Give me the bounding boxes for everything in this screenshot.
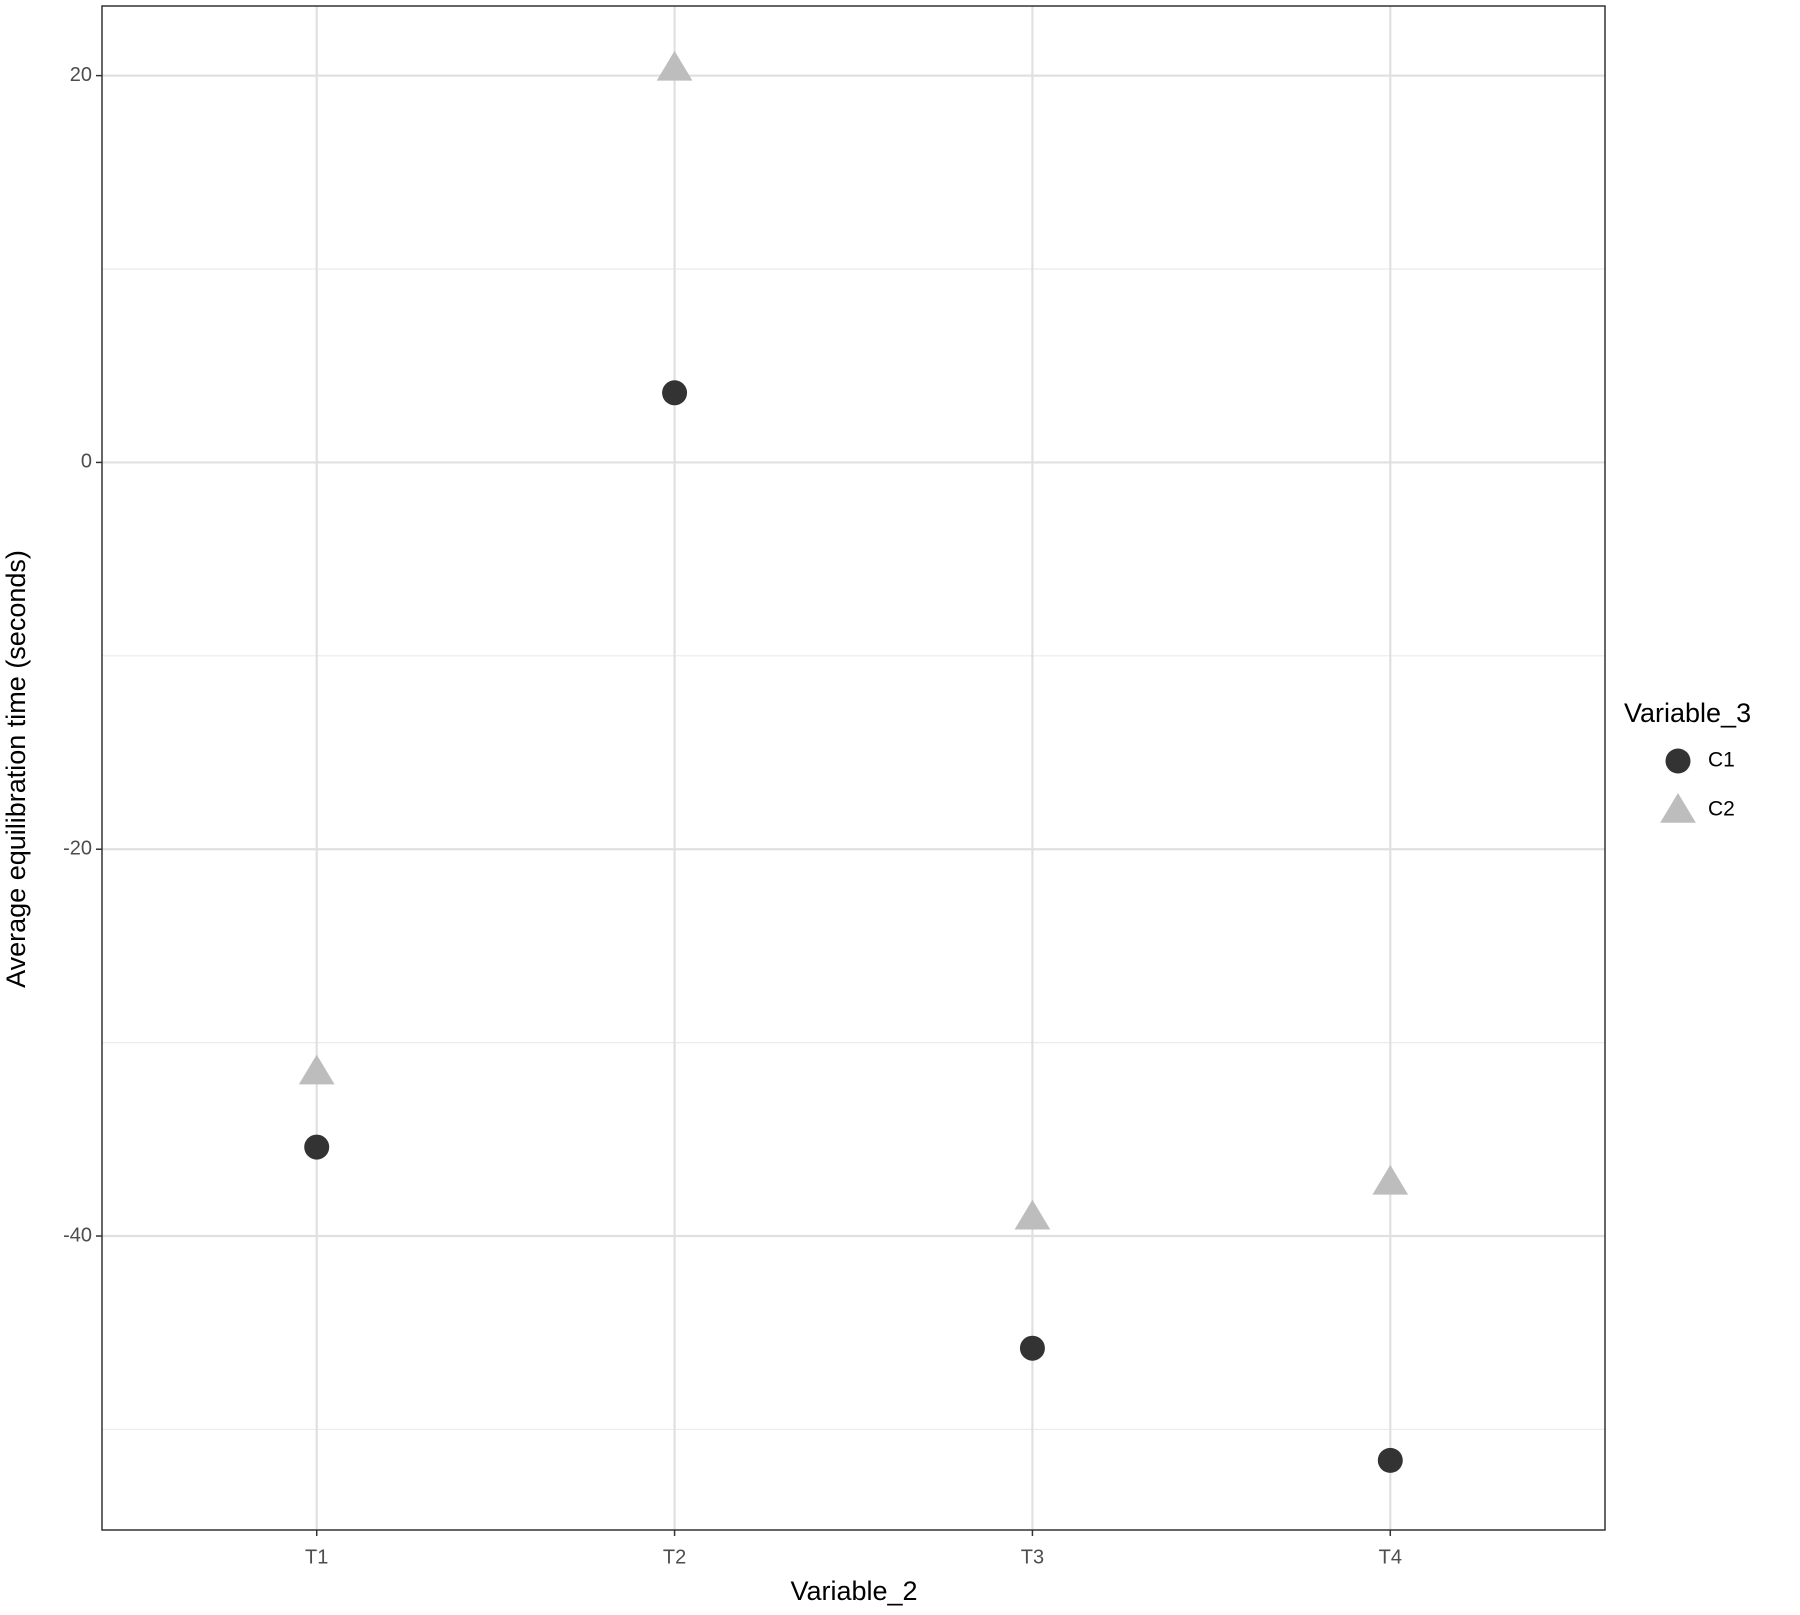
- point: [1377, 1447, 1403, 1473]
- legend-symbol: [1665, 748, 1691, 774]
- x-tick-label: T3: [1021, 1546, 1044, 1568]
- point: [1372, 1164, 1409, 1195]
- legend-label: C2: [1708, 798, 1735, 821]
- y-tick-label: -40: [63, 1224, 92, 1246]
- point: [656, 50, 693, 81]
- x-tick-label: T1: [305, 1546, 328, 1568]
- y-tick-label: -20: [63, 838, 92, 860]
- x-axis-title: Variable_2: [790, 1576, 917, 1606]
- point: [1019, 1335, 1045, 1361]
- legend-title: Variable_3: [1624, 698, 1751, 728]
- y-tick-label: 20: [70, 64, 92, 86]
- point: [298, 1054, 335, 1085]
- point: [662, 380, 688, 406]
- legend-label: C1: [1708, 749, 1735, 772]
- point: [304, 1134, 330, 1160]
- panel-border: [101, 5, 1606, 1531]
- legend-symbol: [1660, 793, 1696, 823]
- x-tick-label: T4: [1379, 1546, 1402, 1568]
- grid: [102, 6, 1605, 1530]
- x-tick-label: T2: [663, 1546, 686, 1568]
- point: [1014, 1199, 1051, 1230]
- y-axis-title: Average equilibration time (seconds): [1, 550, 31, 988]
- y-tick-label: 0: [81, 451, 92, 473]
